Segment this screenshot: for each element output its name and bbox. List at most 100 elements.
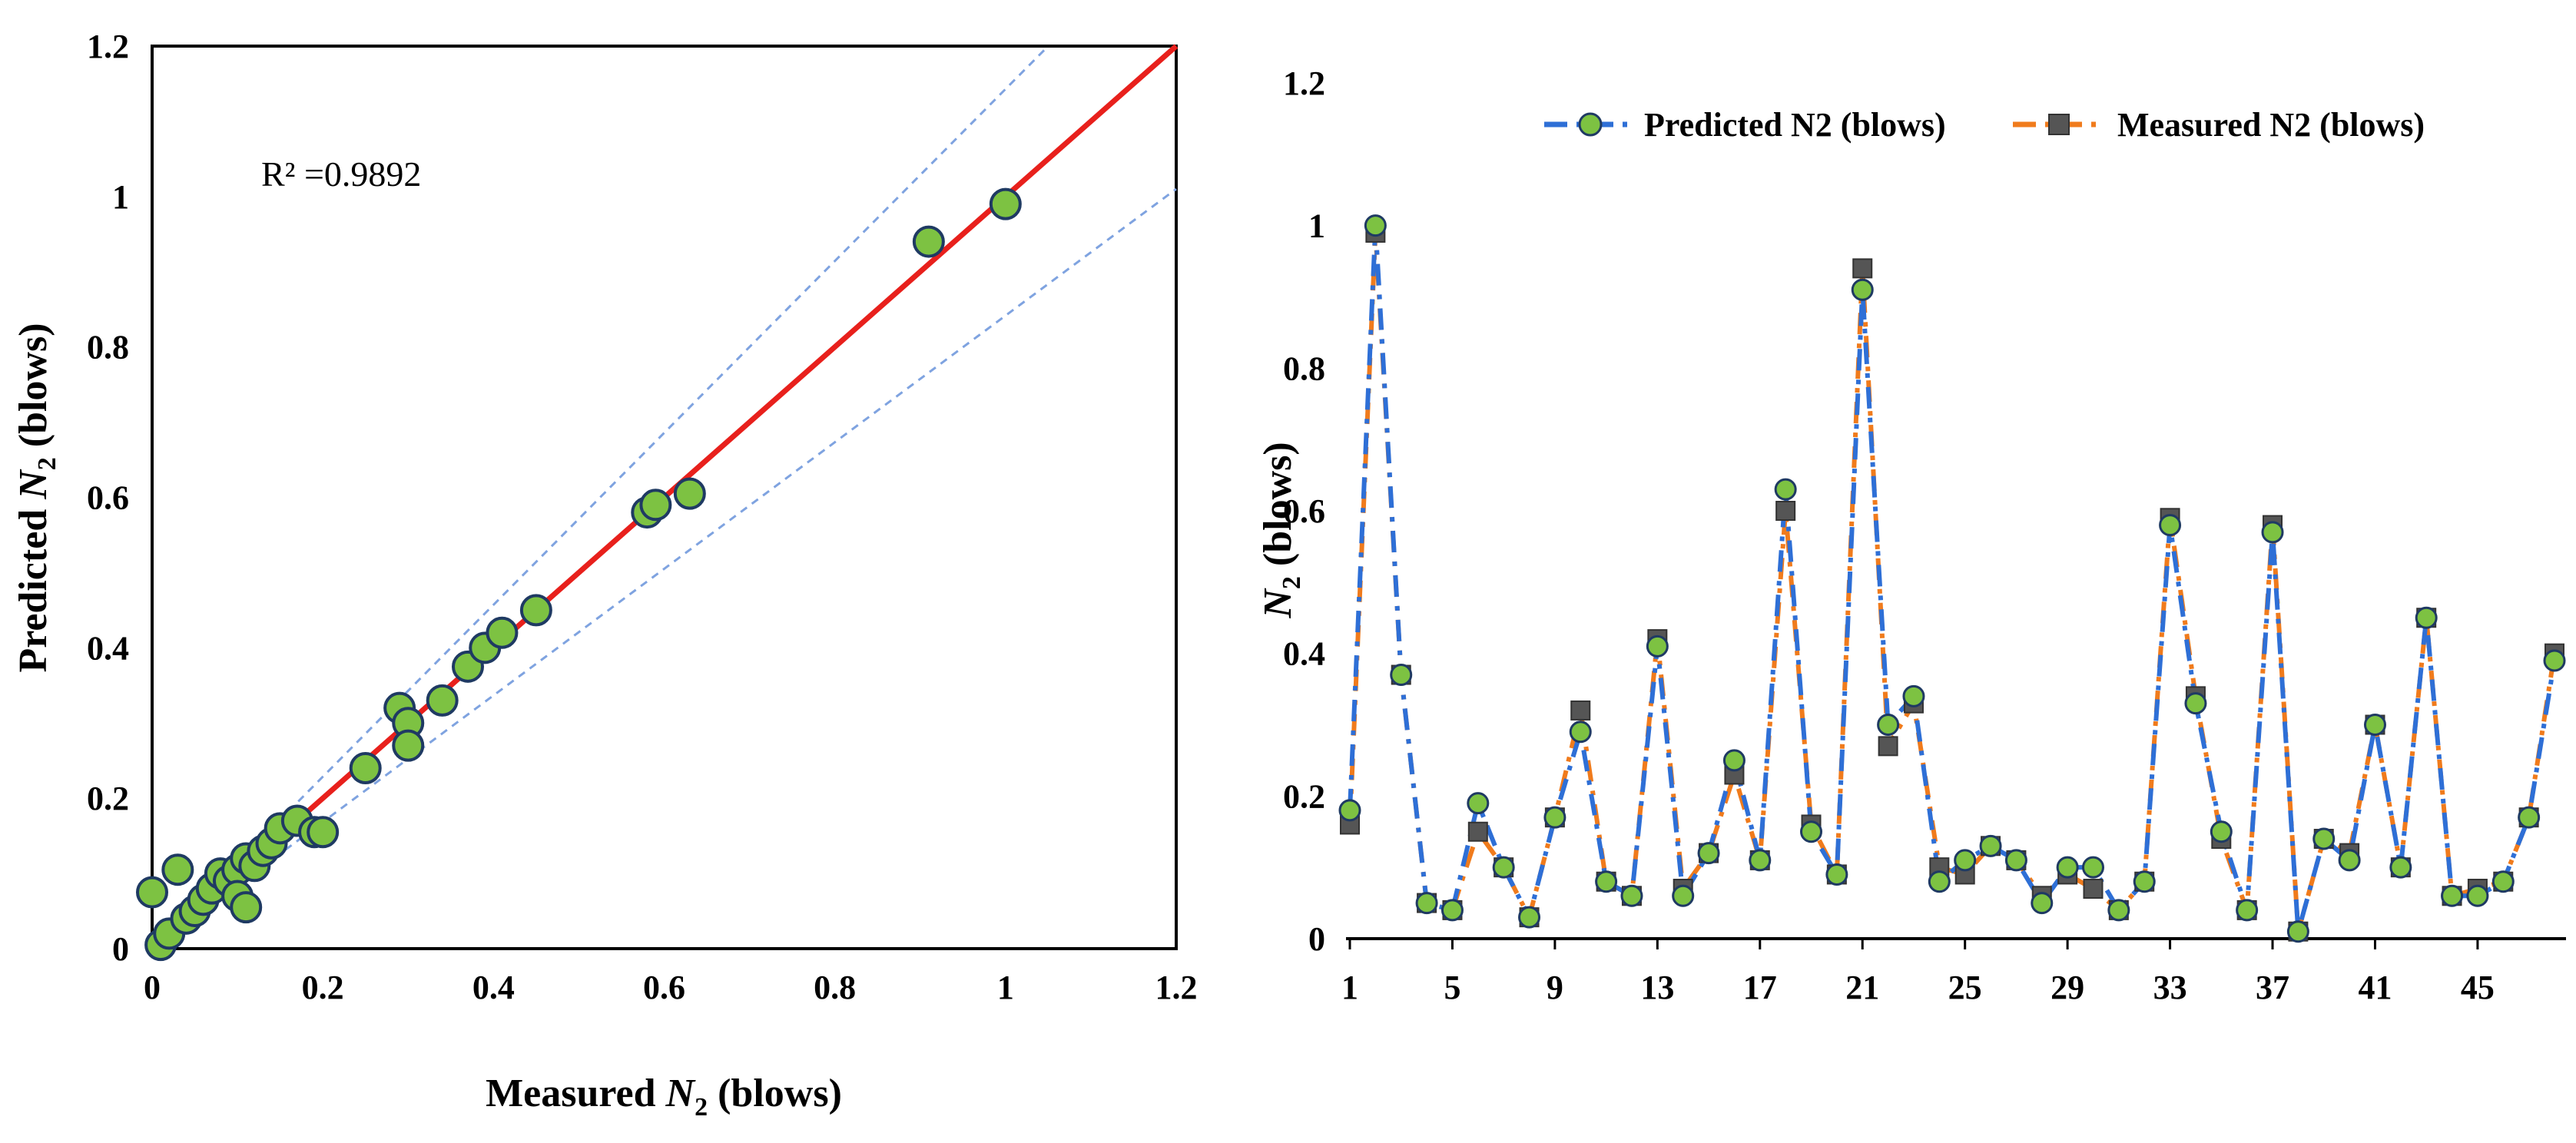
predicted-point	[1851, 278, 1874, 301]
x-tick-label: 1	[997, 969, 1014, 1006]
y-tick-labels: 0 0.2 0.4 0.6 0.8 1 1.2	[87, 28, 129, 968]
y-tick-label: 0.6	[1283, 492, 1325, 530]
x-tick-label: 9	[1547, 969, 1563, 1006]
scatter-point	[392, 729, 425, 762]
predicted-point	[1467, 792, 1490, 815]
predicted-point	[1569, 721, 1592, 744]
legend-item-measured: Measured N2 (blows)	[2013, 106, 2425, 144]
scatter-points	[136, 187, 1022, 962]
scatter-point	[161, 853, 194, 886]
legend-predicted-marker	[1578, 112, 1603, 137]
predicted-point	[2210, 820, 2233, 843]
x-tick-label: 0.2	[302, 969, 344, 1006]
scatter-point	[639, 489, 672, 522]
x-tick-label: 37	[2256, 969, 2289, 1006]
y-tick-label: 1	[1308, 207, 1325, 245]
predicted-point	[2081, 856, 2104, 879]
x-tick-label: 21	[1845, 969, 1879, 1006]
line-chart: 1 5 9 13 17 21 25 29 33 37 41 45 00.20.40.60.811.2 …	[1256, 65, 2566, 1006]
x-tick-label: 45	[2461, 969, 2495, 1006]
x-tick-label: 1	[1341, 969, 1358, 1006]
x-tick-label: 29	[2051, 969, 2084, 1006]
r2-annotation: R² =0.9892	[261, 154, 421, 194]
predicted-point	[2056, 856, 2079, 879]
predicted-point	[1954, 849, 1977, 872]
predicted-point	[2031, 892, 2054, 915]
y-tick-label: 0.8	[87, 329, 129, 366]
scatter-point	[673, 477, 706, 510]
predicted-point	[2286, 920, 2309, 943]
predicted-point	[2312, 827, 2336, 850]
predicted-point	[1646, 634, 1669, 658]
predicted-point	[1595, 870, 1618, 893]
measured-point	[1775, 501, 1796, 521]
scatter-chart: 0 0.2 0.4 0.6 0.8 1 1.2 0 0.2 0.4 0.6 0.8 1 1.2 R² =…	[12, 28, 1198, 1121]
scatter-point	[989, 187, 1022, 220]
measured-series-line	[1348, 230, 2557, 934]
measured-point	[1570, 700, 1591, 721]
y-tick-labels-right: 0 0.2 0.4 0.6 0.8 1 1.2	[1283, 65, 1325, 958]
predicted-point	[2389, 856, 2412, 879]
predicted-point	[1492, 856, 1515, 879]
predicted-point	[2363, 714, 2386, 736]
measured-point	[1467, 821, 1488, 842]
y-axis-label-right: N2 (blows)	[1256, 442, 1306, 618]
predicted-point	[1672, 884, 1695, 907]
predicted-point	[1390, 664, 1413, 687]
predicted-point	[1543, 806, 1566, 829]
predicted-point	[1902, 684, 1925, 707]
predicted-point	[1697, 842, 1720, 865]
x-tick-labels-right: 1 5 9 13 17 21 25 29 33 37 41 45	[1341, 939, 2495, 1006]
legend-measured-label: Measured N2 (blows)	[2117, 106, 2425, 144]
predicted-point	[1415, 892, 1438, 915]
predicted-point	[2415, 606, 2438, 629]
x-tick-label: 5	[1444, 969, 1460, 1006]
predicted-series-line	[1348, 223, 2557, 934]
x-tick-labels: 0 0.2 0.4 0.6 0.8 1 1.2	[144, 969, 1198, 1006]
y-axis-label: Predicted N2 (blows)	[12, 323, 61, 672]
x-tick-label: 13	[1640, 969, 1674, 1006]
y-tick-label: 0.4	[1283, 635, 1325, 673]
scatter-point	[349, 752, 382, 784]
y-tick-label: 1.2	[1283, 65, 1325, 102]
predicted-point	[1979, 834, 2002, 857]
y-tick-label: 0	[112, 930, 129, 968]
scatter-point	[912, 225, 945, 258]
predicted-point	[1364, 214, 1387, 237]
measured-point	[1878, 736, 1898, 757]
y-tick-label: 1.2	[87, 28, 129, 65]
predicted-point	[2338, 849, 2361, 872]
legend: Predicted N2 (blows) Measured N2 (blows)	[1544, 106, 2425, 144]
legend-predicted-label: Predicted N2 (blows)	[1644, 106, 1946, 144]
predicted-point	[2491, 870, 2515, 893]
scatter-point	[519, 594, 552, 627]
measured-point	[1852, 258, 1873, 279]
predicted-point	[1441, 899, 1464, 922]
bound-line	[151, 45, 1049, 950]
y-tick-label: 1	[112, 178, 129, 216]
scatter-point	[307, 816, 340, 849]
legend-measured-marker	[2048, 114, 2070, 135]
predicted-point	[2261, 521, 2284, 544]
predicted-point	[1722, 749, 1746, 772]
x-tick-label: 0.6	[643, 969, 685, 1006]
predicted-point	[1877, 714, 1900, 736]
predicted-point	[1825, 863, 1848, 886]
x-tick-label: 0.8	[814, 969, 856, 1006]
y-tick-label: 0.6	[87, 479, 129, 517]
scatter-plot-frame	[151, 45, 1178, 950]
line-series	[1338, 214, 2566, 943]
measured-point	[2083, 879, 2104, 899]
predicted-point	[1774, 478, 1797, 501]
x-tick-label: 41	[2358, 969, 2392, 1006]
x-axis-label: Measured N2 (blows)	[486, 1072, 842, 1121]
predicted-point	[2543, 649, 2566, 672]
predicted-point	[2159, 514, 2182, 537]
scatter-point	[486, 616, 519, 649]
predicted-point	[2518, 806, 2541, 829]
x-tick-label: 0.4	[472, 969, 515, 1006]
x-tick-label: 25	[1948, 969, 1982, 1006]
x-tick-label: 17	[1743, 969, 1777, 1006]
scatter-point	[426, 684, 459, 717]
